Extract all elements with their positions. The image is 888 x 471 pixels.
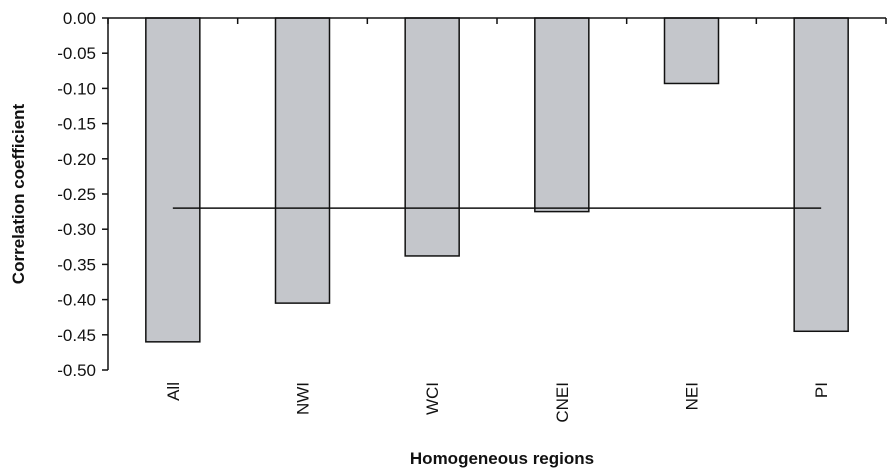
x-tick-label: WCI — [423, 382, 442, 415]
y-tick-label: -0.40 — [57, 291, 96, 310]
bar-wci — [404, 17, 460, 257]
bars-group — [145, 17, 849, 343]
x-axis-title: Homogeneous regions — [410, 449, 594, 468]
bar-all — [145, 17, 201, 343]
y-tick-label: -0.05 — [57, 44, 96, 63]
axes-group — [107, 17, 886, 370]
x-tick-label: CNEI — [553, 382, 572, 423]
y-tick-label: -0.50 — [57, 361, 96, 380]
y-axis-title: Correlation coefficient — [9, 103, 28, 284]
y-tick-label: -0.20 — [57, 150, 96, 169]
bar-nei — [663, 17, 720, 85]
y-tick-label: 0.00 — [63, 9, 96, 28]
x-ticks-group: All NWI WCI CNEI NEI PI — [107, 18, 887, 423]
y-tick-label: -0.10 — [57, 79, 96, 98]
bar-cnei — [534, 17, 590, 213]
y-tick-label: -0.25 — [57, 185, 96, 204]
bar-pi — [793, 17, 849, 333]
x-tick-label: PI — [812, 382, 831, 398]
y-ticks-group: 0.00 -0.05 -0.10 -0.15 -0.20 -0.25 -0.30 -0.35 -… — [57, 9, 108, 380]
y-tick-label: -0.30 — [57, 220, 96, 239]
y-tick-label: -0.45 — [57, 326, 96, 345]
x-tick-label: NEI — [683, 382, 702, 410]
x-tick-label: NWI — [294, 382, 313, 415]
bar-nwi — [274, 17, 331, 304]
x-tick-label: All — [164, 382, 183, 401]
y-tick-label: -0.15 — [57, 115, 96, 134]
y-tick-label: -0.35 — [57, 255, 96, 274]
